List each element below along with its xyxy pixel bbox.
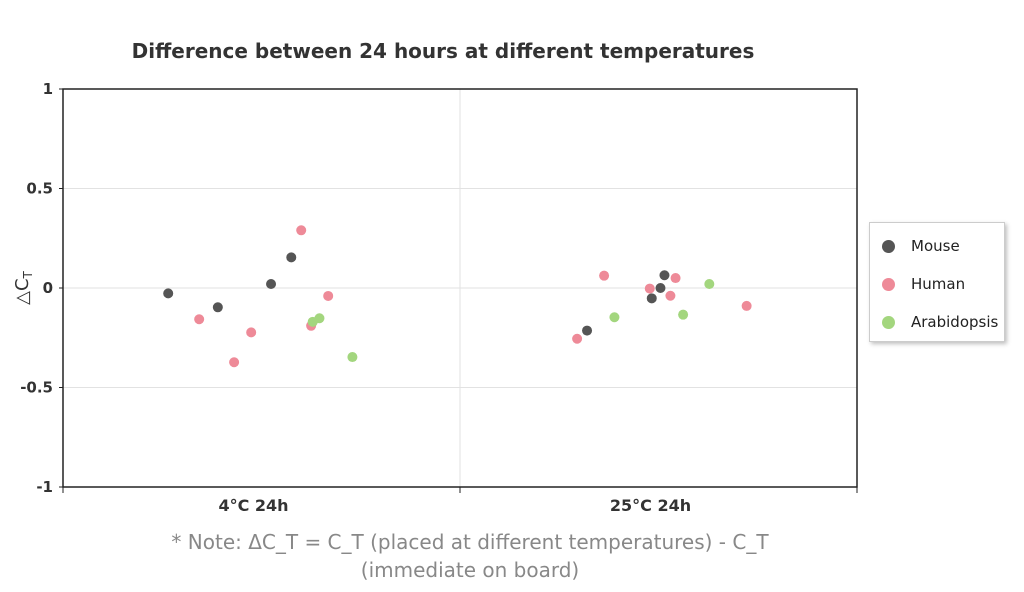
- point-human[interactable]: [665, 290, 676, 301]
- point-arabidopsis[interactable]: [609, 312, 620, 323]
- y-tick-label: 0: [43, 279, 53, 297]
- point-mouse[interactable]: [582, 325, 593, 336]
- legend-marker-human: [882, 277, 895, 291]
- point-human[interactable]: [572, 333, 583, 344]
- point-human[interactable]: [246, 327, 257, 338]
- y-tick-label: -1: [36, 478, 53, 496]
- x-tick-label: 4°C 24h: [218, 496, 288, 515]
- point-arabidopsis[interactable]: [314, 313, 325, 324]
- point-mouse[interactable]: [659, 270, 670, 281]
- legend-marker-mouse: [882, 239, 895, 253]
- legend-label: Human: [911, 275, 966, 293]
- point-human[interactable]: [741, 300, 752, 311]
- y-tick-label: 0.5: [26, 180, 53, 198]
- footnote: * Note: ΔC_T = C_T (placed at different …: [171, 530, 769, 582]
- legend: Mouse Human Arabidopsis: [869, 222, 1005, 342]
- legend-label: Arabidopsis: [911, 313, 999, 331]
- x-tick-label: 25°C 24h: [610, 496, 691, 515]
- point-human[interactable]: [323, 290, 334, 301]
- point-arabidopsis[interactable]: [347, 352, 358, 363]
- legend-item-human[interactable]: Human: [882, 275, 965, 293]
- point-human[interactable]: [644, 283, 655, 294]
- point-human[interactable]: [194, 314, 205, 325]
- chart-title: Difference between 24 hours at different…: [132, 39, 755, 63]
- legend-marker-arabidopsis: [882, 315, 895, 329]
- point-mouse[interactable]: [655, 283, 666, 293]
- point-arabidopsis[interactable]: [704, 279, 715, 290]
- y-tick-label: -0.5: [20, 379, 53, 397]
- point-mouse[interactable]: [266, 279, 277, 290]
- legend-item-mouse[interactable]: Mouse: [882, 237, 960, 255]
- point-human[interactable]: [296, 225, 307, 236]
- point-human[interactable]: [599, 270, 610, 281]
- point-human[interactable]: [670, 273, 681, 284]
- point-human[interactable]: [229, 357, 240, 368]
- point-mouse[interactable]: [163, 288, 174, 299]
- legend-label: Mouse: [911, 237, 960, 255]
- point-mouse[interactable]: [212, 302, 223, 313]
- point-mouse[interactable]: [286, 252, 297, 263]
- legend-item-arabidopsis[interactable]: Arabidopsis: [882, 313, 998, 331]
- point-arabidopsis[interactable]: [678, 309, 689, 320]
- point-mouse[interactable]: [646, 293, 657, 304]
- y-axis-label: △CT: [12, 270, 35, 304]
- y-tick-label: 1: [43, 80, 53, 98]
